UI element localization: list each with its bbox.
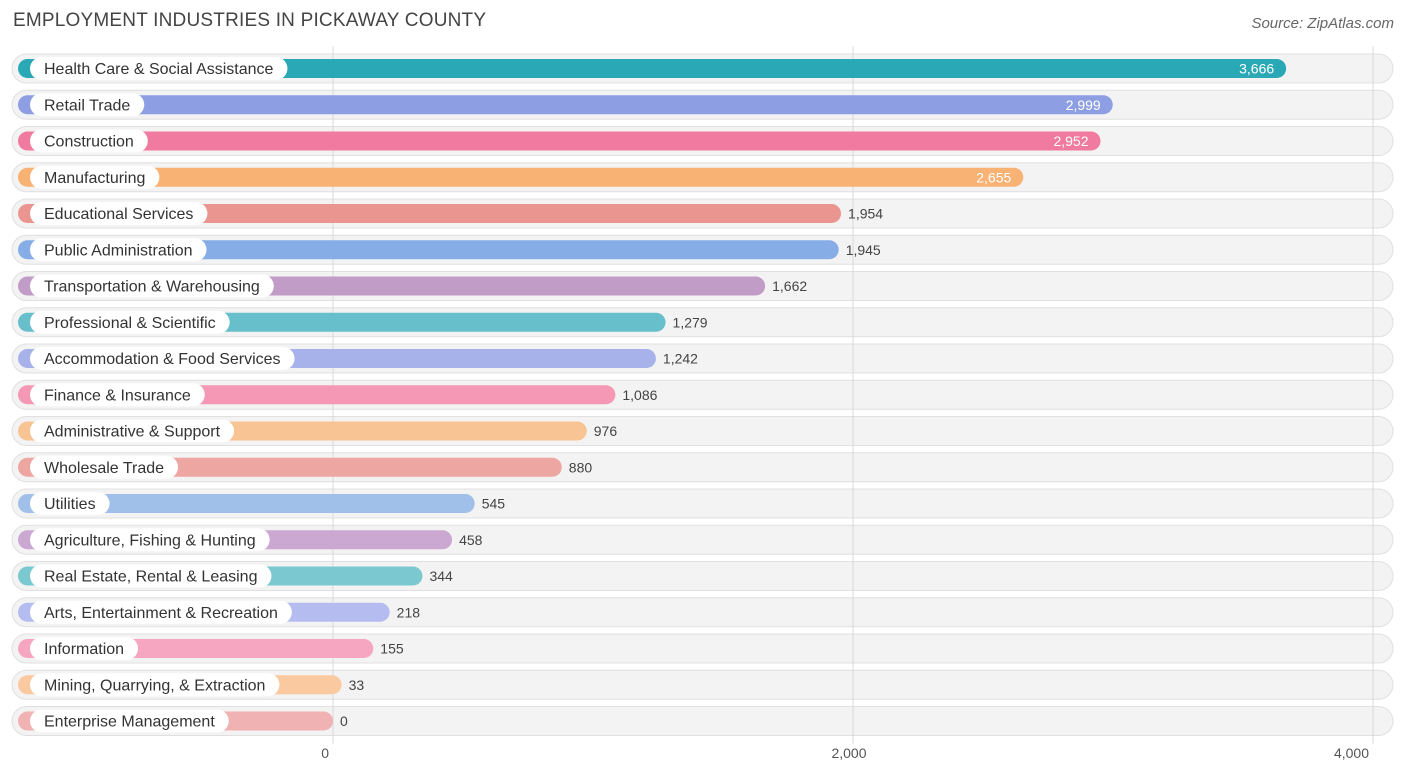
- value-label: 458: [459, 532, 483, 548]
- category-label: Mining, Quarrying, & Extraction: [44, 677, 265, 694]
- bar[interactable]: [18, 494, 475, 513]
- category-label-pill: [30, 600, 292, 624]
- bar[interactable]: [18, 204, 842, 223]
- value-label: 1,242: [663, 351, 698, 367]
- category-label: Wholesale Trade: [44, 460, 164, 477]
- bar-group[interactable]: Information 155: [18, 637, 404, 660]
- category-label-pill: [30, 419, 235, 443]
- category-label: Accommodation & Food Services: [44, 351, 281, 368]
- bar-group[interactable]: Accommodation & Food Services 1,242: [18, 347, 698, 370]
- category-label-pill: [30, 564, 272, 588]
- bar[interactable]: [18, 167, 1024, 187]
- category-label: Transportation & Warehousing: [44, 279, 260, 296]
- category-label-pill: [30, 709, 229, 733]
- category-label-pill: [30, 673, 280, 697]
- value-label: 155: [380, 641, 404, 657]
- value-label: 1,945: [846, 242, 881, 258]
- category-label: Manufacturing: [44, 170, 145, 187]
- chart-title: EMPLOYMENT INDUSTRIES IN PICKAWAY COUNTY: [13, 10, 487, 31]
- category-label: Utilities: [44, 496, 96, 513]
- bar-group[interactable]: Enterprise Management 0: [18, 709, 348, 733]
- bar[interactable]: [18, 95, 1113, 115]
- category-label: Real Estate, Rental & Leasing: [44, 569, 257, 586]
- category-label: Administrative & Support: [44, 424, 221, 441]
- category-label: Health Care & Social Assistance: [44, 61, 274, 78]
- bar-group[interactable]: Utilities 545: [18, 492, 505, 515]
- category-label: Professional & Scientific: [44, 315, 216, 332]
- value-label: 1,086: [622, 387, 657, 403]
- source-note: Source: ZipAtlas.com: [1251, 15, 1394, 32]
- bar-group[interactable]: Agriculture, Fishing & Hunting 458: [18, 528, 483, 552]
- category-label: Agriculture, Fishing & Hunting: [44, 532, 256, 549]
- category-label-pill: [30, 165, 160, 189]
- value-label: 2,655: [976, 169, 1011, 185]
- category-label-pill: [30, 492, 110, 515]
- value-label: 880: [569, 459, 593, 475]
- value-label: 2,952: [1053, 133, 1088, 149]
- value-label: 545: [482, 496, 506, 512]
- bar-group[interactable]: Retail Trade 2,999: [18, 93, 1113, 117]
- bar-group[interactable]: Wholesale Trade 880: [18, 455, 593, 479]
- bar-group[interactable]: Construction 2,952: [18, 129, 1101, 153]
- value-label: 218: [397, 604, 421, 620]
- bar-group[interactable]: Educational Services 1,954: [18, 202, 883, 225]
- category-label-pill: [30, 455, 179, 479]
- category-label-pill: [30, 528, 270, 552]
- category-label: Construction: [44, 134, 134, 151]
- category-label: Educational Services: [44, 206, 193, 223]
- category-label-pill: [30, 202, 208, 225]
- bar[interactable]: [18, 59, 1287, 78]
- category-label-pill: [30, 347, 295, 370]
- x-tick-label: 4,000: [1334, 745, 1369, 761]
- value-label: 33: [349, 677, 365, 693]
- row-background: [11, 669, 1394, 700]
- value-label: 3,666: [1239, 61, 1274, 77]
- value-label: 1,662: [772, 278, 807, 294]
- x-tick-label: 0: [321, 745, 329, 761]
- value-label: 976: [594, 423, 618, 439]
- bar-group[interactable]: Public Administration 1,945: [18, 238, 881, 262]
- bar-group[interactable]: Administrative & Support 976: [18, 419, 618, 443]
- value-label: 344: [429, 568, 453, 584]
- category-label-pill: [30, 238, 207, 262]
- category-label-pill: [30, 310, 230, 334]
- bar-group[interactable]: Finance & Insurance 1,086: [18, 383, 658, 407]
- category-label: Finance & Insurance: [44, 387, 191, 404]
- category-label: Public Administration: [44, 242, 193, 259]
- bar-group[interactable]: Health Care & Social Assistance 3,666: [18, 57, 1287, 80]
- category-label-pill: [30, 637, 139, 660]
- category-label: Enterprise Management: [44, 714, 215, 731]
- value-label: 0: [340, 713, 348, 729]
- x-tick-label: 2,000: [831, 745, 866, 761]
- category-label-pill: [30, 93, 145, 117]
- bar[interactable]: [18, 240, 839, 260]
- bar-group[interactable]: Real Estate, Rental & Leasing 344: [18, 564, 453, 588]
- bar-group[interactable]: Professional & Scientific 1,279: [18, 310, 708, 334]
- category-label-pill: [30, 129, 148, 153]
- bar-group[interactable]: Mining, Quarrying, & Extraction 33: [18, 673, 365, 697]
- category-label: Information: [44, 641, 124, 658]
- category-label-pill: [30, 274, 274, 298]
- category-label: Retail Trade: [44, 97, 130, 114]
- category-label-pill: [30, 57, 288, 80]
- value-label: 2,999: [1066, 97, 1101, 113]
- category-label-pill: [30, 383, 205, 407]
- bar-group[interactable]: Arts, Entertainment & Recreation 218: [18, 600, 421, 624]
- value-label: 1,279: [673, 314, 708, 330]
- bar[interactable]: [18, 131, 1101, 151]
- row-background: [11, 706, 1394, 736]
- bar-group[interactable]: Manufacturing 2,655: [18, 165, 1024, 189]
- bar-group[interactable]: Transportation & Warehousing 1,662: [18, 274, 807, 298]
- value-label: 1,954: [848, 206, 883, 222]
- category-label: Arts, Entertainment & Recreation: [44, 605, 278, 622]
